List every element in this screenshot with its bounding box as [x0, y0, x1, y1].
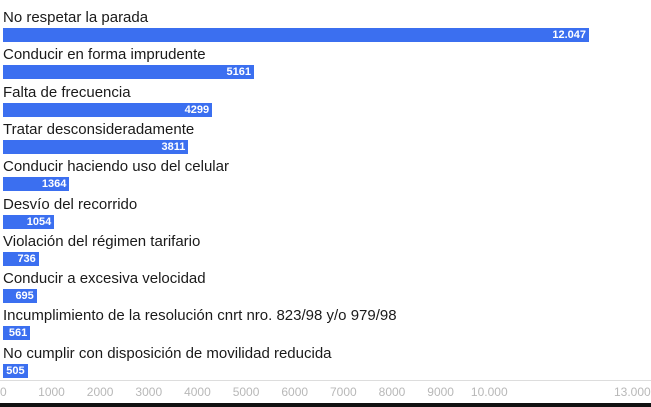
x-tick-label: 5000 [232, 385, 260, 399]
bar: 736 [3, 251, 39, 266]
bar-value-label: 12.047 [552, 29, 586, 41]
category-label: Conducir haciendo uso del celular [3, 158, 229, 176]
category-label: Incumplimiento de la resolución cnrt nro… [3, 307, 397, 325]
bar-value-label: 695 [15, 290, 34, 303]
x-tick-label: 10.000 [470, 385, 508, 399]
x-tick-label: 3000 [135, 385, 163, 399]
x-tick-label: 2000 [86, 385, 114, 399]
x-tick-label: 13.000 [614, 385, 651, 399]
category-label: Conducir a excesiva velocidad [3, 270, 206, 288]
x-tick-label: 6000 [281, 385, 309, 399]
x-tick-label: 8000 [378, 385, 406, 399]
category-label: Falta de frecuencia [3, 83, 131, 101]
x-tick-label: 9000 [427, 385, 454, 399]
bar-value-label: 3811 [161, 140, 186, 153]
bar: 695 [3, 289, 37, 304]
category-label: Conducir en forma imprudente [3, 46, 206, 64]
category-label: No cumplir con disposición de movilidad … [3, 344, 332, 362]
bar-value-label: 561 [8, 327, 28, 340]
bar: 1054 [3, 214, 55, 229]
bar-value-label: 1364 [41, 178, 67, 191]
bar: 505 [3, 363, 28, 378]
bar: 3811 [3, 139, 189, 154]
category-label: Tratar desconsideradamente [3, 120, 195, 138]
x-tick-label: 0 [0, 385, 7, 399]
bar-value-label: 4299 [184, 103, 210, 116]
x-tick-label: 7000 [329, 385, 357, 399]
bar: 1364 [3, 177, 70, 192]
bar-value-label: 736 [17, 252, 36, 265]
category-label: No respetar la parada [3, 9, 149, 26]
x-tick-label: 4000 [184, 385, 211, 399]
bar: 12.047 [3, 28, 589, 42]
category-label: Desvío del recorrido [3, 195, 138, 213]
bar-value-label: 1054 [26, 215, 52, 228]
x-axis-line [0, 380, 651, 381]
bar: 561 [3, 326, 31, 341]
bottom-rule [0, 403, 651, 407]
bar: 4299 [3, 102, 213, 117]
category-label: Violación del régimen tarifario [3, 232, 201, 250]
x-tick-label: 1000 [38, 385, 65, 399]
bar: 5161 [3, 65, 255, 80]
bar-value-label: 505 [6, 364, 25, 377]
bar-value-label: 5161 [226, 66, 252, 79]
